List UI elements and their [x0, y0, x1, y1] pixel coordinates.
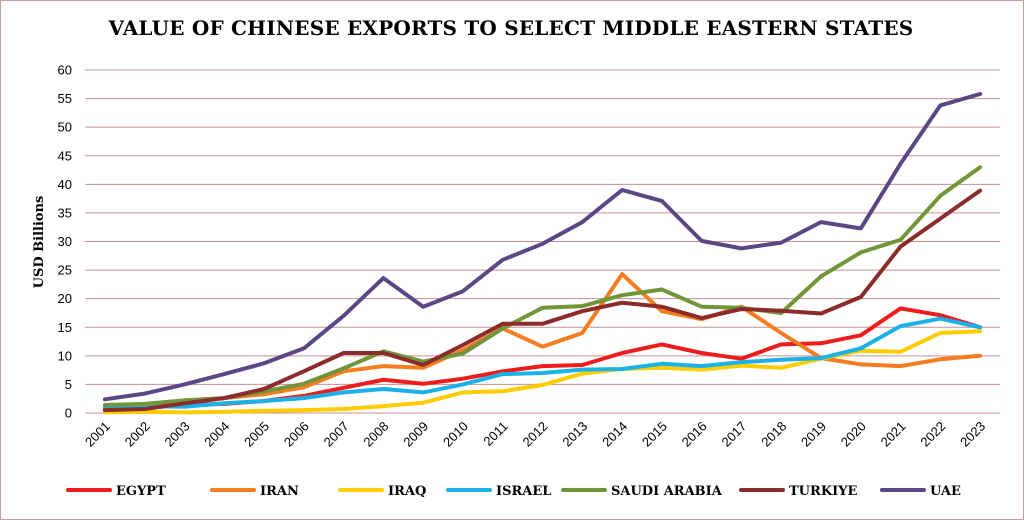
series-line-iran	[102, 272, 983, 410]
y-tick-label: 40	[58, 177, 72, 192]
x-tick-label: 2012	[520, 419, 551, 450]
y-tick-label: 55	[58, 91, 72, 106]
legend-label: TURKIYE	[789, 484, 857, 499]
x-tick-label: 2001	[82, 419, 113, 450]
y-tick-label: 0	[65, 406, 72, 421]
legend-label: UAE	[930, 484, 961, 499]
x-tick-label: 2015	[639, 419, 670, 450]
x-tick-label: 2017	[718, 419, 749, 450]
x-tick-label: 2004	[201, 419, 232, 450]
legend-label: IRAQ	[388, 484, 426, 499]
series-line-turkiye	[102, 188, 983, 413]
x-tick-label: 2021	[878, 419, 909, 450]
series-line-uae	[102, 92, 983, 402]
y-axis-ticks: 0 5 10 15 20 25 30 35 40 45 50 55 60	[58, 63, 72, 421]
legend: EGYPT IRAN IRAQ ISRAEL SAUDI ARABIA TURKIYE UA…	[66, 484, 961, 499]
x-tick-label: 2014	[599, 419, 630, 450]
legend-label: ISRAEL	[496, 484, 551, 499]
legend-label: EGYPT	[116, 484, 166, 499]
x-tick-label: 2011	[480, 419, 510, 449]
legend-label: SAUDI ARABIA	[611, 484, 723, 499]
x-tick-label: 2023	[957, 419, 988, 450]
x-tick-label: 2007	[321, 419, 352, 450]
y-tick-label: 25	[58, 263, 72, 278]
x-tick-label: 2020	[838, 419, 869, 450]
x-tick-label: 2003	[162, 419, 193, 450]
y-axis-label: USD Billions	[32, 196, 47, 289]
y-tick-label: 50	[58, 120, 72, 135]
x-tick-label: 2019	[798, 419, 829, 450]
x-tick-label: 2013	[559, 419, 590, 450]
x-tick-label: 2005	[241, 419, 272, 450]
y-tick-label: 30	[58, 234, 72, 249]
x-tick-label: 2006	[281, 419, 312, 450]
legend-label: IRAN	[260, 484, 299, 499]
chart-title: VALUE OF CHINESE EXPORTS TO SELECT MIDDL…	[108, 16, 914, 40]
y-tick-label: 35	[58, 205, 72, 220]
x-tick-label: 2002	[122, 419, 153, 450]
x-tick-label: 2018	[758, 419, 789, 450]
y-tick-label: 20	[58, 291, 72, 306]
x-tick-label: 2009	[400, 419, 431, 450]
y-tick-label: 60	[58, 63, 72, 78]
series-line-israel	[102, 316, 983, 409]
series-lines	[102, 92, 983, 415]
x-tick-label: 2010	[440, 419, 471, 450]
y-tick-label: 45	[58, 148, 72, 163]
x-tick-label: 2016	[679, 419, 710, 450]
y-tick-label: 15	[58, 320, 72, 335]
x-tick-label: 2022	[917, 419, 948, 450]
x-axis-ticks: 2001 2002 2003 2004 2005 2006 2007 2008 2009 2010…	[82, 419, 988, 450]
y-tick-label: 10	[58, 348, 72, 363]
y-tick-label: 5	[65, 377, 72, 392]
gridlines	[85, 69, 1000, 414]
x-tick-label: 2008	[360, 419, 391, 450]
